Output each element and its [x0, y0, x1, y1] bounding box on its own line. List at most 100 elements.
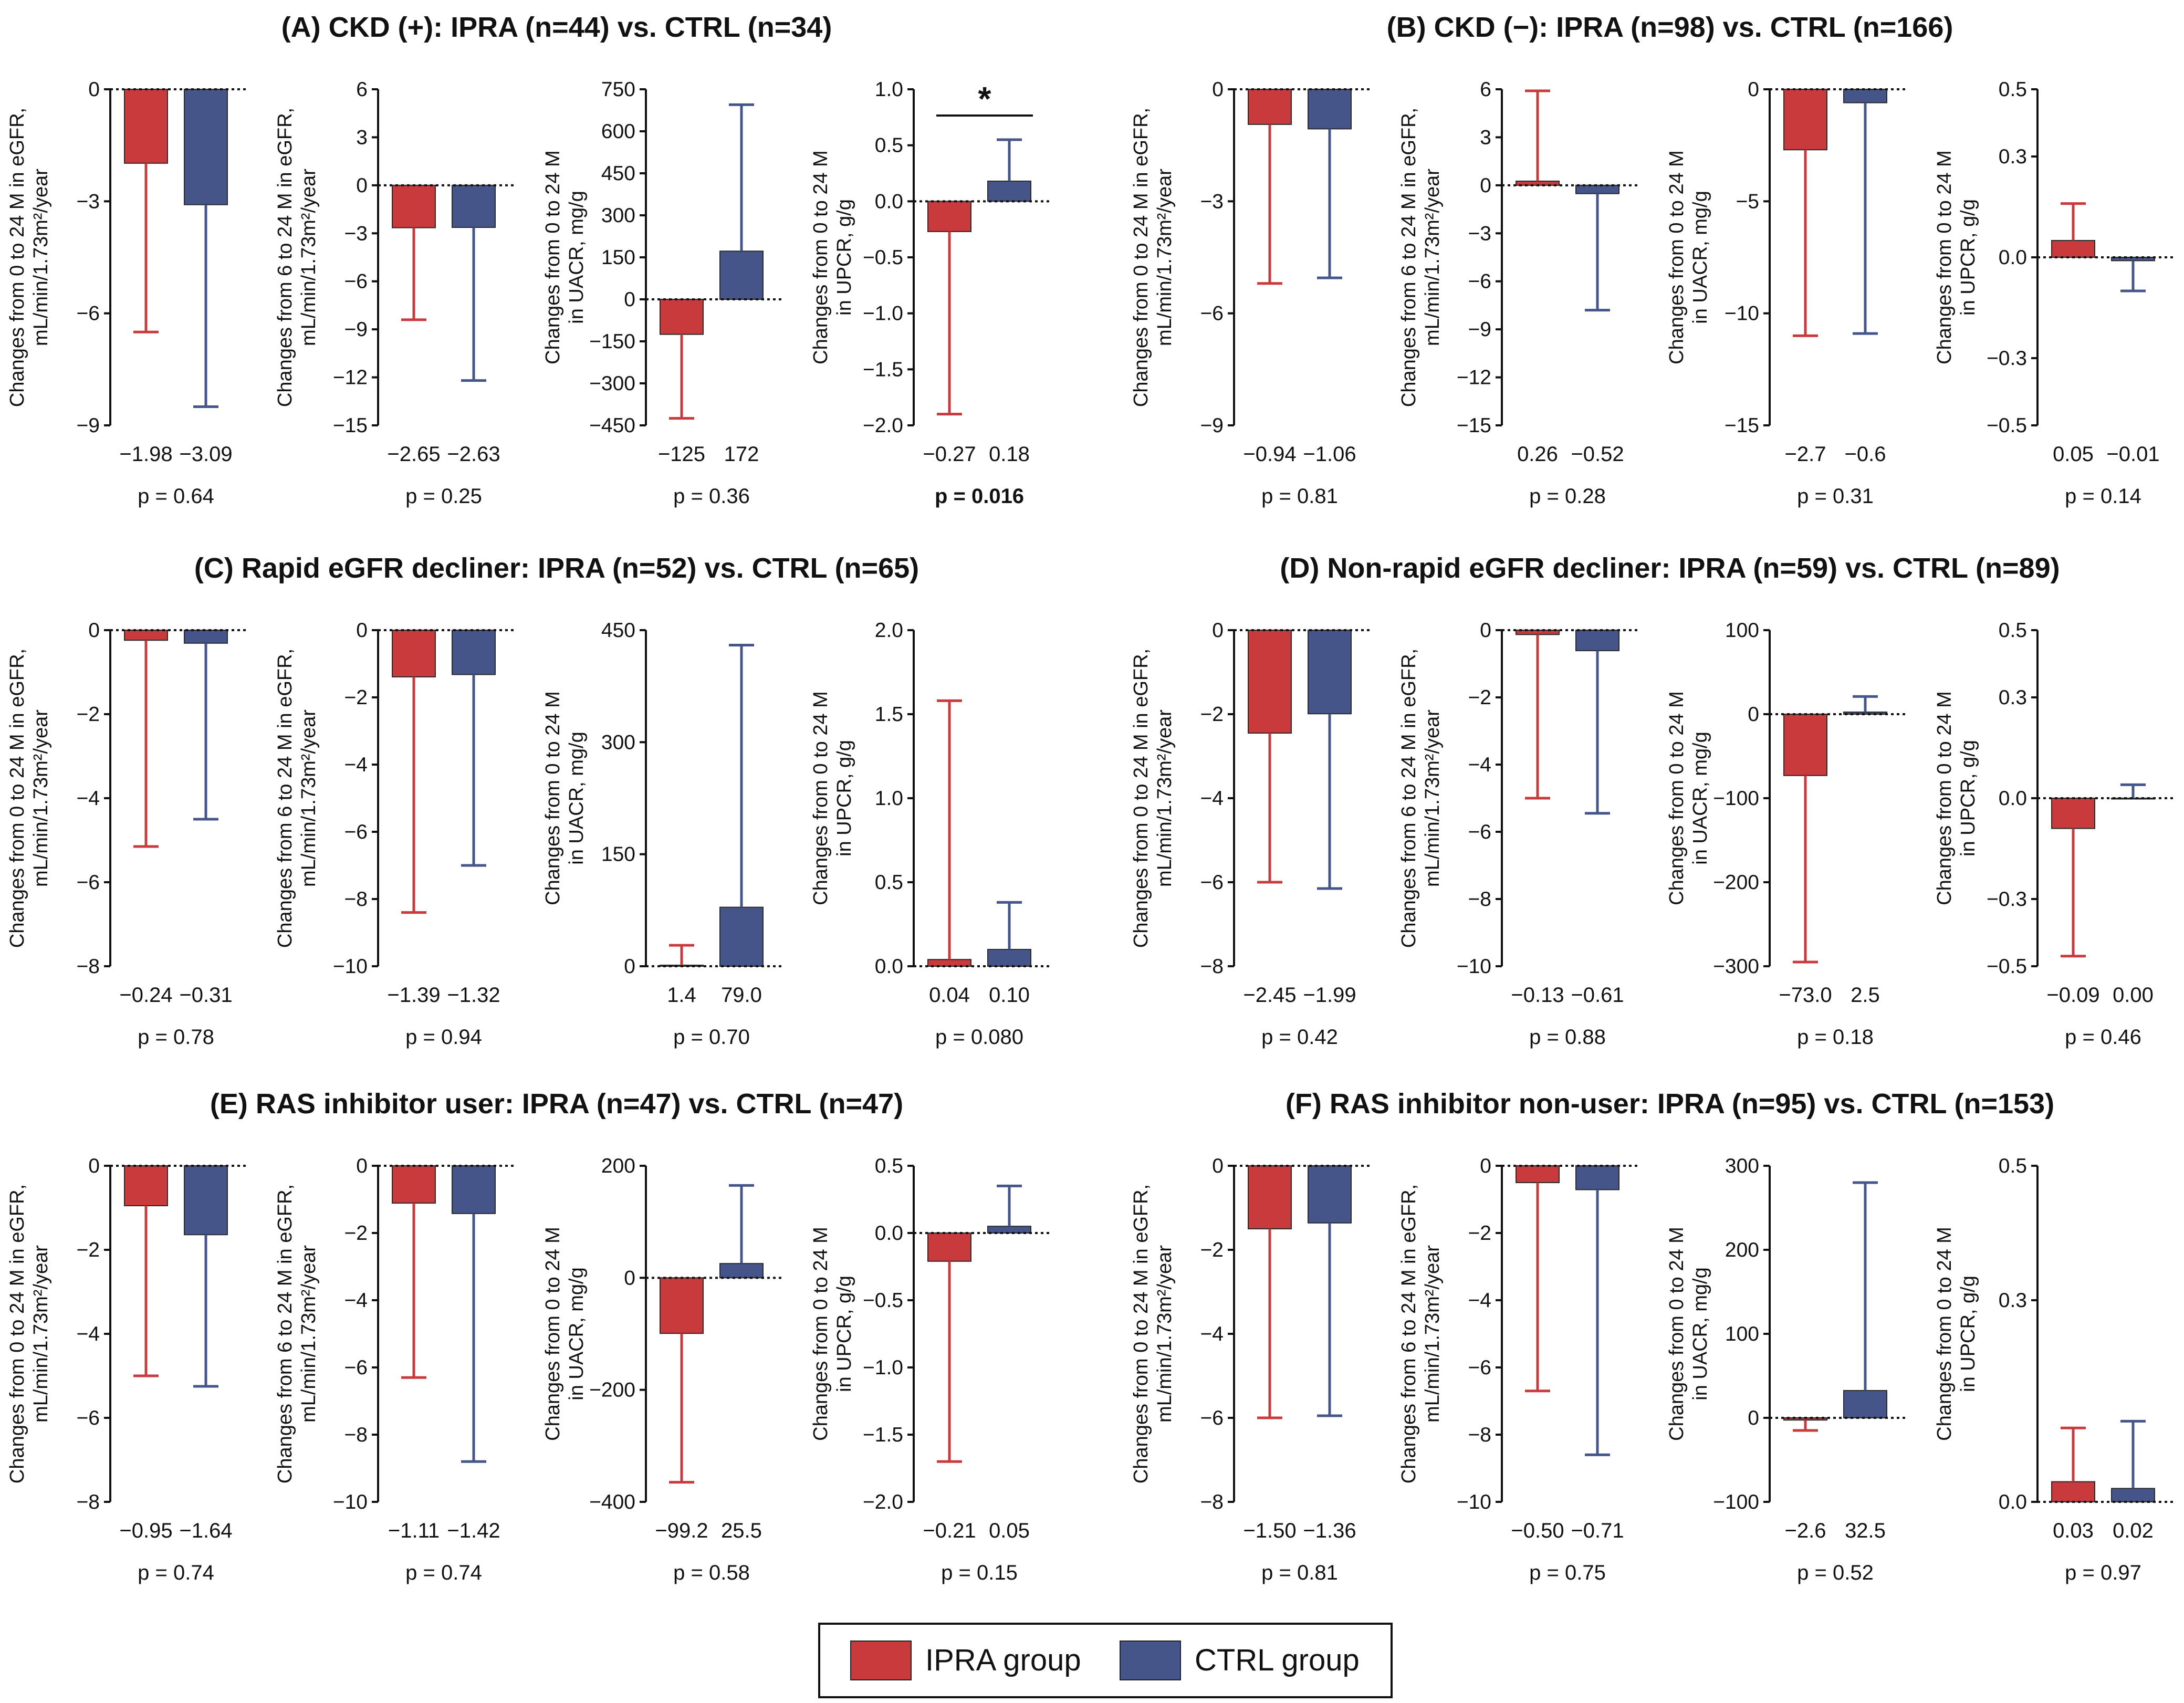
y-tick-label: −15	[1725, 414, 1759, 437]
y-tick-label: 0.5	[1999, 78, 2027, 101]
y-axis-title: in UACR, mg/g	[566, 191, 588, 323]
y-axis-title: mL/min/1.73m²/year	[1422, 1245, 1444, 1423]
panel-d: (D) Non-rapid eGFR decliner: IPRA (n=59)…	[1130, 552, 2174, 1049]
data-label-ipra: −2.45	[1243, 984, 1296, 1007]
bar-ctrl	[719, 906, 764, 967]
y-tick-label: 0	[88, 78, 100, 101]
legend-label-ipra: IPRA group	[925, 1643, 1081, 1677]
data-label-ipra: −1.11	[388, 1519, 440, 1542]
y-tick-label: −6	[344, 821, 368, 843]
data-label-ipra: 0.26	[1517, 443, 1558, 466]
y-tick-label: 300	[601, 204, 635, 227]
p-value: p = 0.58	[673, 1561, 750, 1584]
y-tick-label: −8	[344, 888, 368, 911]
y-axis-title: mL/min/1.73m²/year	[1422, 709, 1444, 887]
y-tick-label: −2	[1200, 1239, 1224, 1261]
bar-ctrl	[1308, 89, 1352, 130]
subplot: Changes from 0 to 24 M in eGFR, mL/min/1.…	[6, 1155, 247, 1584]
bar-ctrl	[1575, 184, 1619, 194]
y-tick-label: 100	[1725, 619, 1759, 642]
y-axis-title: in UACR, mg/g	[1689, 191, 1711, 323]
data-label-ipra: −0.09	[2046, 984, 2099, 1007]
significance-star: *	[978, 80, 991, 118]
y-axis-title: Changes from 0 to 24 M	[1666, 1227, 1688, 1441]
y-tick-label: 0.0	[875, 190, 903, 213]
panel-b: (B) CKD (−): IPRA (n=98) vs. CTRL (n=166…	[1130, 12, 2174, 508]
bar-ipra	[392, 630, 436, 677]
y-axis-title: Changes from 0 to 24 M in eGFR,	[1130, 108, 1152, 407]
y-axis-title: in UPCR, g/g	[1957, 740, 1979, 856]
y-tick-label: 1.0	[875, 78, 903, 101]
data-label-ipra: −0.94	[1243, 443, 1296, 466]
y-axis-title: in UPCR, g/g	[833, 740, 855, 856]
p-value: p = 0.88	[1529, 1026, 1606, 1049]
y-tick-label: −6	[1200, 871, 1224, 894]
y-tick-label: −2.0	[863, 414, 903, 437]
data-label-ctrl: −2.63	[447, 443, 500, 466]
y-tick-label: 0.0	[875, 1222, 903, 1245]
data-label-ipra: −0.27	[923, 443, 976, 466]
data-label-ctrl: −1.36	[1303, 1519, 1356, 1542]
bar-ctrl	[184, 1165, 228, 1236]
y-tick-label: 0.3	[1999, 1289, 2027, 1312]
bar-ipra	[124, 89, 168, 164]
subplot: Changes from 6 to 24 M in eGFR, mL/min/1.…	[274, 619, 515, 1049]
bar-ctrl	[1575, 1165, 1619, 1190]
y-tick-label: −300	[589, 372, 635, 395]
y-tick-label: −4	[344, 1289, 368, 1312]
p-value: p = 0.81	[1261, 1561, 1338, 1584]
bar-ctrl	[1308, 1165, 1352, 1224]
panel-a: (A) CKD (+): IPRA (n=44) vs. CTRL (n=34)…	[6, 12, 1050, 508]
bar-ipra	[1516, 1165, 1560, 1183]
y-tick-label: 0.0	[875, 955, 903, 978]
y-axis-title: mL/min/1.73m²/year	[298, 709, 320, 887]
y-tick-label: 0	[1748, 703, 1759, 726]
bar-ipra	[124, 1165, 168, 1206]
y-tick-label: −10	[333, 955, 368, 978]
y-tick-label: −2	[344, 686, 368, 709]
y-tick-label: −4	[1468, 1289, 1491, 1312]
subplot: Changes from 6 to 24 M in eGFR, mL/min/1.…	[1398, 619, 1638, 1049]
panel-e: (E) RAS inhibitor user: IPRA (n=47) vs. …	[6, 1088, 1050, 1584]
y-tick-label: −100	[1713, 787, 1759, 810]
y-tick-label: −2	[1468, 686, 1491, 709]
y-tick-label: −3	[77, 190, 100, 213]
y-axis-title: mL/min/1.73m²/year	[1154, 169, 1176, 346]
bar-ctrl	[1843, 89, 1887, 103]
y-tick-label: 0	[1480, 1155, 1491, 1177]
p-value: p = 0.78	[138, 1026, 214, 1049]
bar-ctrl	[1308, 630, 1352, 715]
y-tick-label: −8	[1468, 1424, 1491, 1446]
data-label-ctrl: −1.42	[447, 1519, 500, 1542]
y-tick-label: −10	[1725, 302, 1759, 325]
y-axis-title: Changes from 6 to 24 M in eGFR,	[274, 1184, 296, 1483]
y-tick-label: −100	[1713, 1491, 1759, 1513]
data-label-ctrl: −0.71	[1571, 1519, 1624, 1542]
y-tick-label: −450	[589, 414, 635, 437]
y-axis-title: mL/min/1.73m²/year	[30, 709, 52, 887]
subplot: Changes from 6 to 24 M in eGFR, mL/min/1.…	[1398, 1155, 1638, 1584]
y-tick-label: 0	[88, 619, 100, 642]
y-tick-label: 0	[356, 1155, 368, 1177]
bar-ctrl	[719, 250, 764, 300]
y-tick-label: −2	[344, 1222, 368, 1245]
y-tick-label: 0.0	[1999, 787, 2027, 810]
subplot: Changes from 6 to 24 M in eGFR, mL/min/1.…	[274, 1155, 515, 1584]
y-tick-label: −4	[77, 1323, 100, 1345]
legend-swatch-ctrl	[1120, 1641, 1181, 1680]
data-label-ctrl: 0.05	[989, 1519, 1030, 1542]
y-axis-title: Changes from 6 to 24 M in eGFR,	[274, 108, 296, 407]
data-label-ipra: −125	[658, 443, 705, 466]
y-axis-title: Changes from 6 to 24 M in eGFR,	[274, 649, 296, 948]
bar-ipra	[660, 299, 704, 335]
y-axis-title: mL/min/1.73m²/year	[30, 1245, 52, 1423]
subplot: Changes from 6 to 24 M in eGFR, mL/min/1.…	[274, 78, 515, 508]
y-tick-label: 0.3	[1999, 686, 2027, 709]
data-label-ctrl: −3.09	[179, 443, 232, 466]
data-label-ipra: −0.21	[923, 1519, 976, 1542]
y-axis-title: Changes from 0 to 24 M	[810, 691, 832, 905]
y-axis-title: in UACR, mg/g	[566, 1267, 588, 1400]
